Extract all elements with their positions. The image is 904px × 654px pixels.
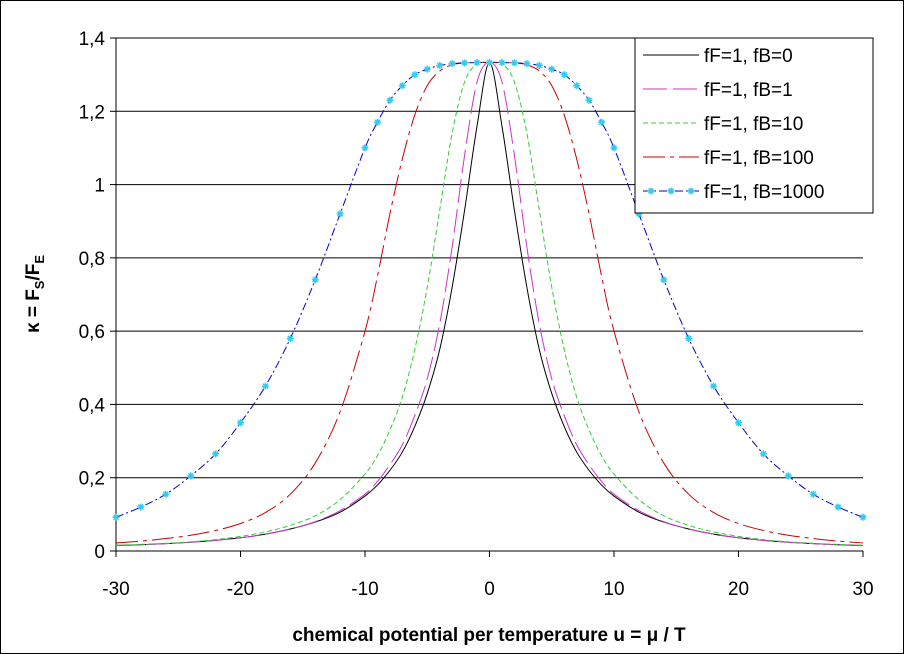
- y-tick-label-3: 0,6: [79, 322, 105, 343]
- series-4-marker-33: [685, 334, 693, 342]
- series-4-marker-23: [523, 60, 531, 68]
- y-tick-label-0: 0: [94, 542, 105, 563]
- legend: fF=1, fB=0 fF=1, fB=1 fF=1, fB=10 fF=1, fB=…: [634, 37, 874, 214]
- y-ticks: 0 0,2 0,4 0,6 0,8 1 1,2 1,4: [79, 29, 116, 563]
- x-tick-label-6: 30: [852, 579, 873, 600]
- series-4-marker-19: [473, 59, 481, 67]
- series-4-marker-17: [448, 60, 456, 68]
- series-4-marker-40: [859, 513, 867, 521]
- x-tick-label-5: 20: [728, 579, 749, 600]
- series-4-marker-0: [112, 513, 120, 521]
- series-line-2: [115, 61, 864, 546]
- x-ticks: -30 -20 -10 0 10 20 30: [102, 551, 874, 600]
- series-4-marker-20: [486, 59, 493, 67]
- series-4-marker-34: [710, 382, 718, 390]
- y-axis-title: κ = FS/FE: [23, 255, 47, 333]
- series-4-marker-25: [548, 65, 556, 73]
- x-tick-label-1: -20: [227, 579, 254, 600]
- series-4-marker-29: [598, 118, 606, 126]
- series-4-marker-30: [610, 144, 618, 152]
- y-tick-label-7: 1,4: [79, 29, 106, 50]
- x-tick-label-4: 10: [603, 579, 624, 600]
- legend-label-0: fF=1, fB=0: [704, 46, 793, 67]
- series-4-marker-8: [311, 276, 319, 284]
- x-tick-label-2: -10: [351, 579, 378, 600]
- series-4-marker-31: [635, 210, 643, 218]
- series-4-marker-4: [212, 450, 220, 458]
- series-4-marker-38: [809, 490, 817, 498]
- series-4-marker-2: [162, 490, 170, 498]
- series-4-marker-22: [510, 59, 518, 67]
- series-4-marker-32: [660, 276, 668, 284]
- series-4-marker-21: [498, 59, 506, 67]
- series-4-marker-24: [535, 61, 543, 69]
- x-axis-title: chemical potential per temperature u = μ…: [292, 625, 686, 646]
- series-4-marker-16: [436, 61, 444, 69]
- y-tick-label-4: 0,8: [79, 249, 105, 270]
- y-tick-label-6: 1,2: [79, 102, 105, 123]
- series-4-marker-13: [398, 82, 406, 90]
- legend-box: [634, 37, 874, 214]
- legend-label-3: fF=1, fB=100: [704, 148, 814, 169]
- x-tick-label-0: -30: [102, 579, 129, 600]
- series-line-1: [115, 62, 864, 547]
- series-4-marker-10: [361, 144, 369, 152]
- series-4-marker-5: [237, 419, 244, 427]
- legend-label-2: fF=1, fB=10: [704, 114, 803, 135]
- x-tick-label-3: 0: [484, 579, 495, 600]
- legend-marker-4-2: [687, 187, 695, 195]
- series-4-marker-14: [411, 71, 419, 79]
- series-4-marker-26: [560, 71, 568, 79]
- series-4-marker-39: [834, 503, 842, 511]
- series-4-marker-35: [735, 419, 742, 427]
- series-4-marker-36: [759, 450, 767, 458]
- y-tick-label-1: 0,2: [79, 469, 105, 490]
- legend-marker-4-1: [667, 187, 675, 195]
- legend-label-1: fF=1, fB=1: [704, 80, 793, 101]
- series-4-marker-3: [187, 472, 195, 480]
- legend-marker-4-0: [647, 187, 655, 195]
- series-4-marker-11: [373, 118, 381, 126]
- series-4-marker-27: [573, 82, 581, 90]
- y-tick-label-2: 0,4: [79, 395, 106, 416]
- series-4-marker-37: [784, 472, 792, 480]
- series-4-marker-18: [461, 59, 469, 67]
- series-4-marker-28: [585, 96, 593, 104]
- y-tick-label-5: 1: [94, 176, 105, 197]
- series-4-marker-6: [261, 382, 269, 390]
- legend-label-4: fF=1, fB=1000: [704, 182, 824, 203]
- series-4-marker-12: [386, 96, 394, 104]
- series-4-marker-1: [137, 503, 145, 511]
- series-4-marker-9: [336, 210, 344, 218]
- series-4-marker-15: [423, 65, 431, 73]
- series-markers: [112, 59, 867, 521]
- series-4-marker-7: [286, 334, 294, 342]
